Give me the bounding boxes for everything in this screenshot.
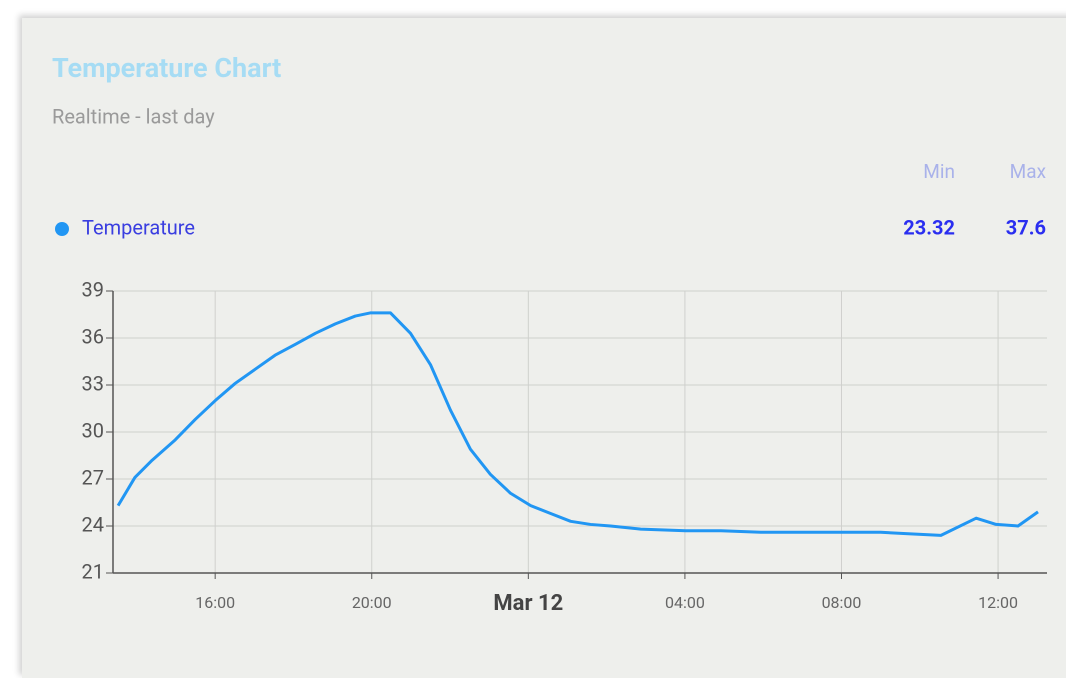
y-tick-label: 39 — [82, 277, 104, 301]
y-tick-label: 36 — [82, 324, 104, 348]
legend-dot — [55, 222, 69, 236]
min-label: Min — [923, 160, 955, 183]
x-tick-label: 08:00 — [822, 593, 862, 612]
x-tick-label: 20:00 — [352, 593, 392, 612]
y-tick-label: 24 — [82, 512, 104, 536]
y-tick-label: 30 — [82, 418, 104, 442]
x-tick-label: 04:00 — [665, 593, 705, 612]
min-value: 23.32 — [903, 215, 955, 239]
line — [116, 311, 1039, 537]
x-tick-label: Mar 12 — [493, 591, 563, 616]
y-tick-label: 27 — [82, 465, 104, 489]
y-tick-label: 33 — [82, 371, 104, 395]
x-tick-label: 16:00 — [195, 593, 235, 612]
card — [22, 18, 1066, 678]
legend-label: Temperature — [82, 215, 195, 239]
max-value: 37.6 — [1006, 215, 1046, 239]
max-label: Max — [1010, 160, 1047, 183]
x-tick-label: 12:00 — [978, 593, 1018, 612]
y-tick-label: 21 — [82, 559, 104, 583]
card-subtitle: Realtime - last day — [52, 104, 215, 128]
card-title: Temperature Chart — [52, 52, 281, 84]
